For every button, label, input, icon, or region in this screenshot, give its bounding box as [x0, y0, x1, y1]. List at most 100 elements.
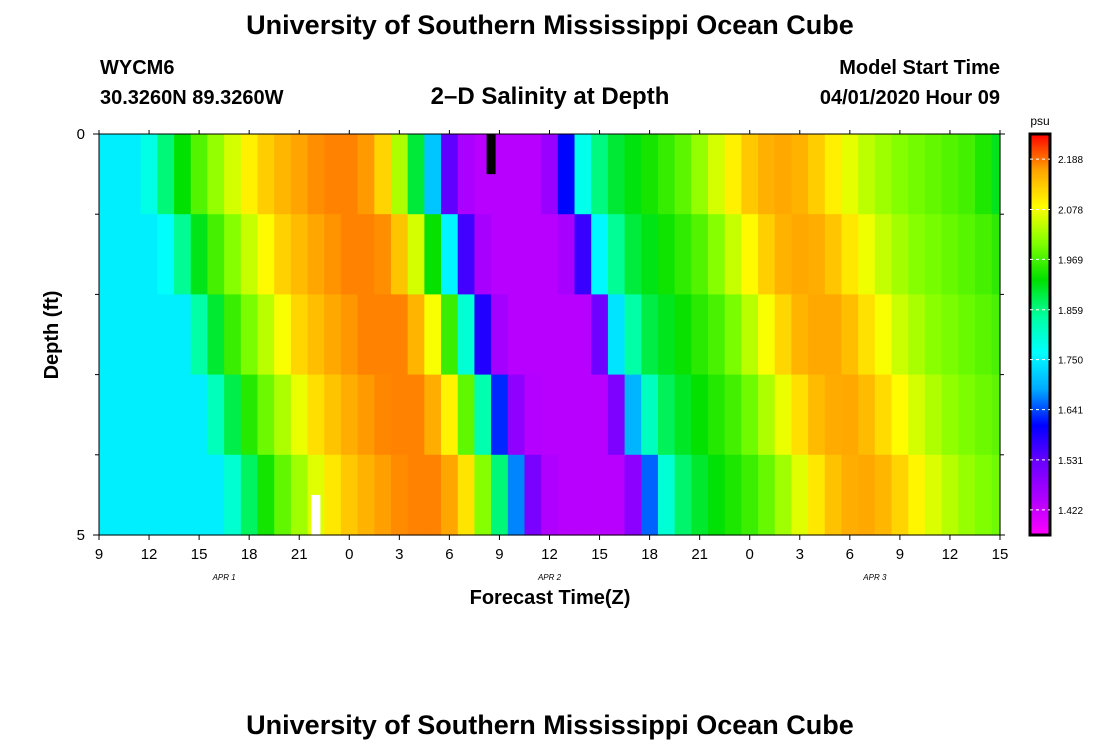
- heatmap-cell: [824, 134, 843, 215]
- heatmap-cell: [557, 134, 576, 215]
- heatmap-cell: [624, 454, 642, 536]
- heatmap-cell: [107, 374, 125, 456]
- heatmap-cell: [824, 214, 843, 295]
- heatmap-cell: [708, 214, 726, 295]
- heatmap-cell: [591, 374, 609, 456]
- heatmap-cell: [541, 134, 559, 215]
- heatmap-cell: [274, 214, 292, 295]
- heatmap-cell: [791, 214, 809, 295]
- x-tick-label: 18: [641, 546, 658, 563]
- heatmap-cell: [340, 214, 359, 295]
- heatmap-cell: [641, 134, 659, 215]
- heatmap-cell: [974, 374, 993, 456]
- heatmap-cell: [908, 214, 926, 295]
- station-id: WYCM6: [100, 57, 175, 79]
- heatmap-cell: [157, 214, 175, 295]
- heatmap-cell: [307, 214, 325, 295]
- heatmap-cell: [390, 454, 409, 536]
- heatmap-cell: [107, 454, 125, 536]
- heatmap-cell: [574, 454, 592, 536]
- heatmap-cell: [324, 214, 342, 295]
- heatmap-cell: [457, 294, 476, 376]
- heatmap-cell: [841, 374, 859, 456]
- heatmap-cell: [607, 214, 626, 295]
- heatmap-cell: [557, 214, 576, 295]
- heatmap-cell: [874, 294, 893, 376]
- heatmap-cell: [591, 214, 609, 295]
- heatmap-cell: [874, 454, 893, 536]
- x-tick-label: 15: [591, 546, 608, 563]
- colorbar-gradient: [1028, 132, 1052, 537]
- heatmap-cell: [507, 294, 526, 376]
- heatmap-cell: [758, 134, 776, 215]
- heatmap-cell: [641, 214, 659, 295]
- heatmap-cell: [441, 134, 459, 215]
- heatmap-cell: [357, 214, 375, 295]
- heatmap-cell: [240, 294, 259, 376]
- heatmap-cell: [257, 134, 275, 215]
- x-tick-label: 15: [191, 546, 208, 563]
- heatmap-cell: [107, 214, 125, 295]
- heatmap-cell: [374, 214, 392, 295]
- heatmap-cell: [157, 454, 175, 536]
- heatmap-cell: [524, 294, 542, 376]
- heatmap-cell: [824, 294, 843, 376]
- heatmap-cell: [691, 454, 709, 536]
- heatmap-cell: [491, 374, 509, 456]
- heatmap-cell: [457, 374, 476, 456]
- heatmap-cell: [207, 454, 225, 536]
- heatmap-cell: [791, 454, 809, 536]
- heatmap-cell: [224, 134, 242, 215]
- x-tick-label: 0: [746, 546, 754, 563]
- x-tick-label: 9: [495, 546, 503, 563]
- heatmap-cell: [390, 374, 409, 456]
- heatmap-cell: [674, 134, 692, 215]
- heatmap-cell: [808, 214, 826, 295]
- colorbar-units: psu: [1030, 114, 1049, 128]
- heatmap-cell: [641, 374, 659, 456]
- heatmap-cell: [357, 134, 375, 215]
- heatmap-cell: [474, 454, 492, 536]
- missing-data-marks: [311, 134, 496, 535]
- colorbar-label: 1.750: [1058, 356, 1083, 367]
- heatmap-cell: [724, 294, 742, 376]
- heatmap-cell: [257, 294, 275, 376]
- heatmap-cell: [424, 134, 442, 215]
- y-tick-label: 0: [77, 126, 85, 143]
- heatmap-cell: [491, 454, 509, 536]
- heatmap-cell: [507, 454, 526, 536]
- heatmap-cell: [224, 294, 242, 376]
- heatmap-cell: [724, 134, 742, 215]
- heatmap-cell: [924, 294, 943, 376]
- heatmap-cell: [124, 134, 142, 215]
- heatmap-cell: [891, 134, 909, 215]
- heatmap-cell: [774, 214, 793, 295]
- colorbar-label: 1.641: [1058, 406, 1083, 417]
- heatmap-cell: [340, 134, 359, 215]
- heatmap-cell: [774, 134, 793, 215]
- model-start-label: Model Start Time: [839, 57, 1000, 79]
- heatmap-cell: [240, 134, 259, 215]
- heatmap-cell: [708, 374, 726, 456]
- heatmap-cell: [858, 374, 876, 456]
- heatmap-cell: [708, 134, 726, 215]
- heatmap-cell: [390, 134, 409, 215]
- heatmap-cell: [441, 214, 459, 295]
- heatmap-cell: [974, 134, 993, 215]
- heatmap-cell: [274, 374, 292, 456]
- heatmap-cell: [674, 454, 692, 536]
- heatmap-cell: [507, 374, 526, 456]
- heatmap-cell: [124, 294, 142, 376]
- heatmap-cell: [441, 294, 459, 376]
- salinity-heatmap-chart: 9 12 15 18 21 0 3 6 9 12 15 18 21 0 3 6 9 12 15 APR 1 APR 2 A…: [41, 114, 1083, 609]
- heatmap-cell: [190, 134, 209, 215]
- heatmap-cell: [207, 134, 225, 215]
- heatmap-cell: [140, 374, 158, 456]
- heatmap-cell: [140, 294, 158, 376]
- heatmap-cell: [524, 134, 542, 215]
- heatmap-cell: [240, 454, 259, 536]
- heatmap-cell: [958, 454, 976, 536]
- heatmap-cell: [691, 134, 709, 215]
- missing-data-mark: [311, 494, 321, 535]
- heatmap-cell: [641, 454, 659, 536]
